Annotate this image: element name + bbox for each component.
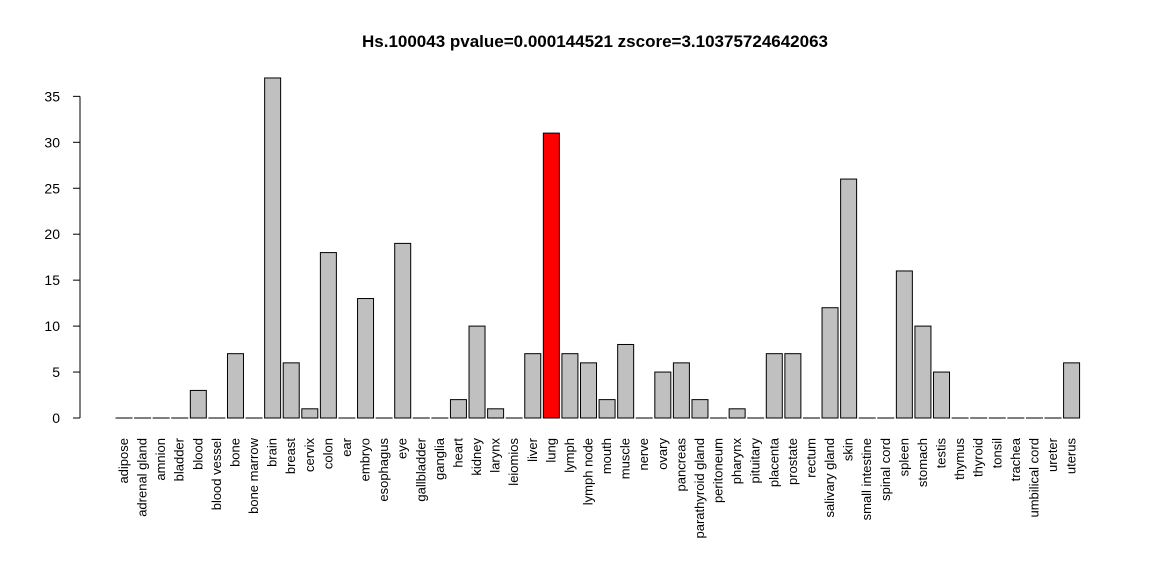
x-tick-label: ear	[339, 437, 354, 456]
bar-blood	[189, 389, 207, 419]
x-tick-label: thymus	[952, 438, 967, 480]
x-tick-label: bone	[227, 438, 242, 467]
bar-mouth	[598, 399, 616, 419]
x-tick-label: amnion	[153, 438, 168, 481]
y-tick-label: 20	[44, 226, 60, 242]
y-axis: 0 5 10 15 20 25 30 35	[44, 88, 81, 426]
x-tick-label: mouth	[599, 438, 614, 474]
bar-ovary	[654, 371, 672, 419]
y-tick-label: 5	[52, 364, 60, 380]
bar-placenta	[765, 353, 783, 419]
x-tick-label: cervix	[302, 438, 317, 472]
bar-lung	[542, 132, 560, 419]
bar-stomach	[914, 325, 932, 419]
bar-larynx	[487, 408, 505, 419]
x-tick-label: tonsil	[989, 438, 1004, 468]
x-tick-label: blood vessel	[209, 438, 224, 510]
x-tick-label: bladder	[172, 437, 187, 481]
x-tick-label: larynx	[488, 438, 503, 473]
x-tick-label: umbilical cord	[1026, 438, 1041, 517]
bars	[115, 77, 1081, 419]
y-tick-label: 25	[44, 180, 60, 196]
bar-salivary-gland	[821, 307, 839, 419]
y-tick-label: 35	[44, 88, 60, 104]
x-tick-label: blood	[190, 438, 205, 470]
x-axis-labels: adipose adrenal gland amnion bladder blood bl…	[116, 437, 1079, 538]
x-tick-label: lymph	[562, 438, 577, 473]
x-tick-label: parathyroid gland	[692, 438, 707, 538]
x-tick-label: skin	[841, 438, 856, 461]
x-tick-label: peritoneum	[711, 438, 726, 503]
bar-lymph	[561, 353, 579, 419]
x-tick-label: ureter	[1045, 437, 1060, 472]
x-tick-label: esophagus	[376, 438, 391, 502]
x-tick-label: adipose	[116, 438, 131, 484]
x-tick-label: eye	[395, 438, 410, 459]
x-tick-label: heart	[450, 438, 465, 468]
x-tick-label: testis	[934, 438, 949, 469]
x-tick-label: stomach	[915, 438, 930, 487]
y-tick-label: 30	[44, 134, 60, 150]
y-tick-label: 0	[52, 410, 60, 426]
bar-spleen	[895, 270, 913, 419]
x-tick-label: pancreas	[673, 438, 688, 492]
x-tick-label: spleen	[896, 438, 911, 476]
bar-prostate	[784, 353, 802, 419]
x-tick-label: salivary gland	[822, 438, 837, 518]
bar-muscle	[617, 343, 635, 419]
bar-pharynx	[728, 408, 746, 419]
bar-breast	[282, 362, 300, 419]
bar-parathyroid-gland	[691, 399, 709, 419]
x-tick-label: trachea	[1008, 437, 1023, 481]
bar-cervix	[301, 408, 319, 419]
bar-uterus	[1063, 362, 1081, 419]
bar-liver	[524, 353, 542, 419]
x-tick-label: adrenal gland	[135, 438, 150, 517]
x-tick-label: gallbladder	[413, 437, 428, 501]
x-tick-label: pharynx	[729, 438, 744, 485]
bar-lymph-node	[580, 362, 597, 419]
y-tick-label: 15	[44, 272, 60, 288]
x-tick-label: thyroid	[971, 438, 986, 477]
chart-title: Hs.100043 pvalue=0.000144521 zscore=3.10…	[362, 32, 828, 51]
bar-pancreas	[672, 362, 690, 419]
x-tick-label: lung	[543, 438, 558, 463]
bar-embryo	[357, 298, 375, 419]
x-tick-label: colon	[320, 438, 335, 469]
x-tick-label: muscle	[618, 438, 633, 479]
x-tick-label: prostate	[785, 438, 800, 485]
x-tick-label: breast	[283, 438, 298, 475]
bar-colon	[319, 252, 337, 419]
x-tick-label: small intestine	[859, 438, 874, 520]
x-tick-label: ovary	[655, 438, 670, 470]
bar-heart	[449, 399, 467, 419]
x-tick-label: rectum	[803, 438, 818, 478]
x-tick-label: lymph node	[581, 438, 596, 505]
bar-kidney	[468, 325, 486, 419]
x-tick-label: spinal cord	[878, 438, 893, 501]
bar-brain	[264, 77, 282, 419]
x-tick-label: bone marrow	[246, 437, 261, 513]
x-tick-label: liver	[525, 437, 540, 462]
bar-testis	[933, 371, 951, 419]
x-tick-label: leiomios	[506, 438, 521, 486]
y-tick-label: 10	[44, 318, 60, 334]
x-tick-label: nerve	[636, 438, 651, 471]
bar-bone	[226, 353, 244, 419]
x-tick-label: uterus	[1064, 438, 1079, 475]
x-tick-label: kidney	[469, 438, 484, 476]
x-tick-label: ganglia	[432, 437, 447, 480]
bar-skin	[840, 178, 858, 419]
x-tick-label: brain	[265, 438, 280, 467]
x-tick-label: embryo	[358, 438, 373, 481]
x-tick-label: pituitary	[748, 438, 763, 484]
bar-eye	[394, 242, 412, 419]
x-tick-label: placenta	[766, 437, 781, 487]
